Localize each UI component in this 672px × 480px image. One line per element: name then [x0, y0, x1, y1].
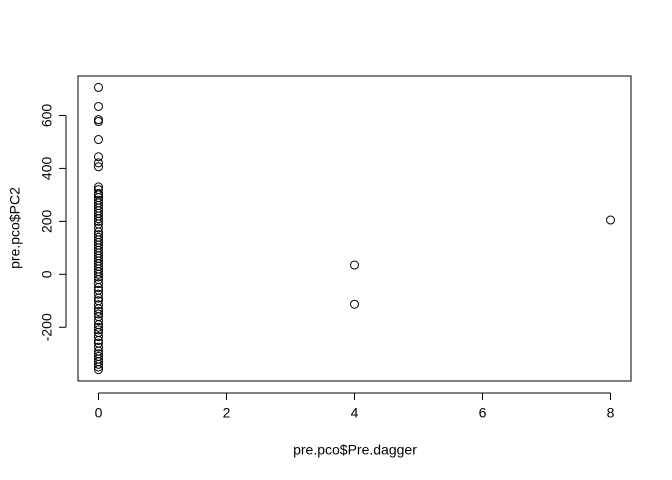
point	[93, 162, 103, 172]
point	[93, 359, 103, 369]
point	[93, 158, 103, 168]
x-tick-label: 8	[607, 405, 615, 421]
plot-box	[77, 75, 632, 382]
point	[93, 117, 103, 127]
point	[93, 152, 103, 162]
point	[93, 342, 103, 352]
point	[606, 215, 616, 225]
y-axis-label: pre.pco$PC2	[7, 187, 23, 269]
x-tick-label: 2	[223, 405, 231, 421]
x-axis-label: pre.pco$Pre.dagger	[293, 442, 417, 458]
point	[93, 216, 103, 226]
point	[93, 289, 103, 299]
point	[93, 306, 103, 316]
point	[93, 82, 103, 92]
x-tick-label: 0	[95, 405, 103, 421]
point	[93, 101, 103, 111]
point	[93, 316, 103, 326]
x-tick-label: 4	[351, 405, 359, 421]
point	[93, 365, 103, 375]
point	[350, 299, 359, 309]
point	[93, 214, 103, 224]
y-tick-label: 400	[39, 157, 55, 181]
point	[93, 223, 103, 233]
point	[93, 272, 103, 282]
point	[93, 335, 103, 345]
point	[93, 300, 103, 310]
point	[350, 260, 359, 270]
point	[93, 309, 103, 319]
y-tick-label: 600	[39, 104, 55, 128]
x-tick-label: 6	[479, 405, 487, 421]
y-tick-label: 0	[39, 270, 55, 278]
point	[93, 135, 103, 145]
y-tick-label: -200	[39, 313, 55, 341]
point	[93, 293, 103, 303]
point	[93, 322, 103, 332]
point	[93, 269, 103, 279]
point	[93, 325, 103, 335]
point	[93, 362, 103, 372]
point	[93, 115, 103, 125]
y-tick-label: 200	[39, 209, 55, 233]
point	[93, 279, 103, 289]
point	[93, 332, 103, 342]
point	[93, 283, 103, 293]
